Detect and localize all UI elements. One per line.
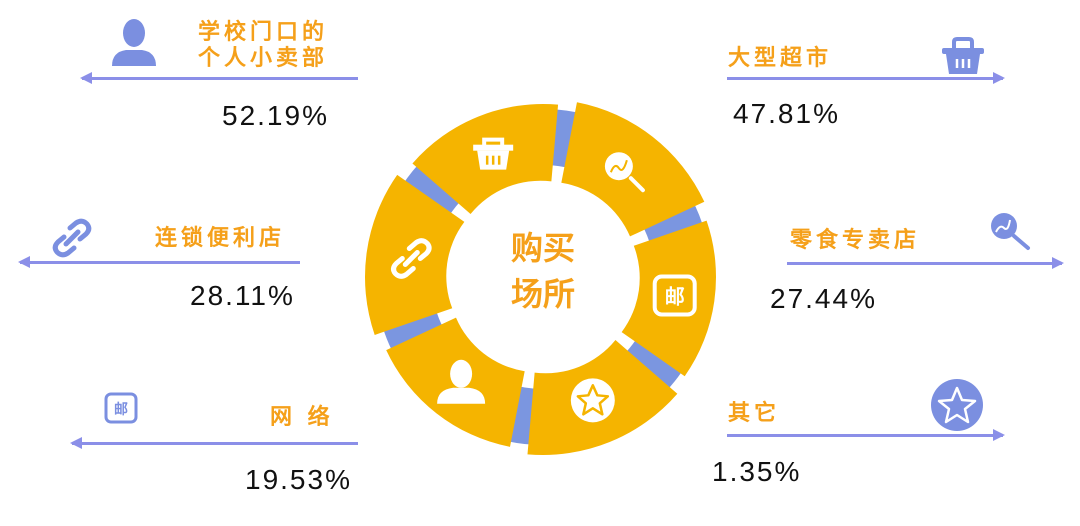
label-other: 其它: [728, 401, 781, 426]
svg-text:邮: 邮: [114, 401, 128, 418]
arrow-left: [18, 256, 300, 268]
percent-chain-store: 28.11%: [190, 280, 295, 311]
center-title-line1: 购买: [510, 229, 575, 267]
label-chain-store: 连锁便利店: [155, 226, 286, 251]
person-icon: [112, 19, 156, 66]
star-icon: [931, 379, 983, 431]
mail-icon: 邮: [104, 392, 138, 424]
link-icon: [52, 218, 92, 258]
arrow-right: [727, 72, 1005, 84]
link-icon: [391, 238, 432, 279]
percent-supermarket: 47.81%: [733, 98, 840, 129]
center-title-line2: 场所: [510, 275, 575, 313]
lollipop-icon: [991, 213, 1030, 250]
label-online: 网 络: [270, 405, 334, 430]
mail-icon: 邮: [652, 274, 697, 317]
arrow-left: [70, 437, 358, 449]
ring-segment-lollipop: [561, 102, 705, 237]
label-supermarket: 大型超市: [728, 46, 833, 71]
arrow-left: [80, 72, 358, 84]
label-line: 个人小卖部: [198, 46, 329, 71]
person-icon: [437, 359, 486, 404]
basket-icon: [942, 37, 984, 74]
label-snack-store: 零食专卖店: [790, 228, 921, 253]
percent-school-store: 52.19%: [222, 100, 329, 131]
ring-segment-mail: [621, 220, 716, 377]
svg-text:邮: 邮: [665, 285, 685, 309]
percent-snack-store: 27.44%: [770, 283, 877, 314]
label-line: 学校门口的: [198, 20, 329, 45]
basket-icon: [473, 137, 514, 170]
lollipop-icon: [604, 152, 645, 193]
center-title: 购买 场所: [493, 225, 593, 317]
label-school-store: 学校门口的 个人小卖部: [198, 20, 328, 72]
arrow-right: [727, 429, 1005, 441]
ring-center: [453, 187, 633, 367]
arrow-right: [787, 257, 1064, 269]
percent-other: 1.35%: [712, 456, 802, 487]
percent-online: 19.53%: [245, 464, 352, 495]
star-icon: [570, 378, 615, 423]
